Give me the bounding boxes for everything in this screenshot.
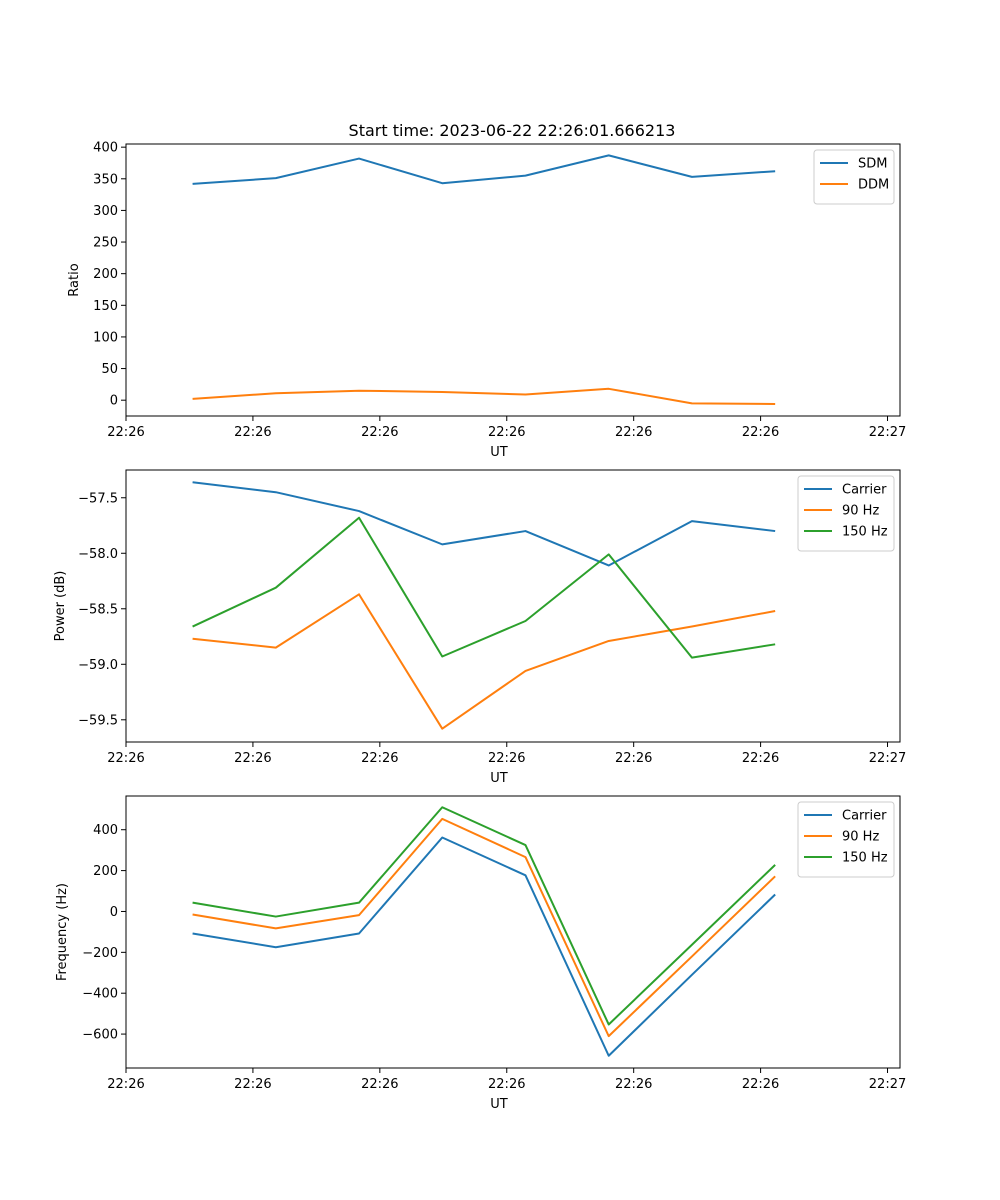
x-tick-label: 22:26 [615, 1077, 652, 1092]
x-tick-label: 22:26 [107, 751, 144, 766]
axes-frame [125, 143, 901, 417]
x-tick-label: 22:26 [488, 751, 525, 766]
legend-entry: Carrier [842, 483, 887, 498]
series-line-90-hz [192, 593, 776, 730]
legend: Carrier 90 Hz 150 Hz [797, 801, 895, 878]
y-tick-label: 350 [93, 172, 118, 187]
y-tick-label: 200 [93, 864, 118, 879]
series-line-sdm [192, 154, 776, 185]
legend-entry: 90 Hz [842, 504, 879, 519]
y-tick-label: −600 [82, 1028, 118, 1043]
legend: Carrier 90 Hz 150 Hz [797, 475, 895, 552]
legend-entry: DDM [858, 178, 889, 193]
y-axis-label: Ratio [67, 263, 82, 296]
x-tick-label: 22:26 [234, 1077, 271, 1092]
series-line-90-hz [192, 817, 776, 1038]
x-tick-label: 22:26 [107, 1077, 144, 1092]
x-tick-label: 22:26 [234, 425, 271, 440]
y-axis-label: Frequency (Hz) [55, 883, 70, 981]
x-tick-label: 22:26 [361, 425, 398, 440]
x-tick-label: 22:26 [615, 751, 652, 766]
y-tick-label: −57.5 [78, 491, 118, 506]
legend-entry: 90 Hz [842, 830, 879, 845]
x-tick-label: 22:26 [615, 425, 652, 440]
subplot-1: 22:26 22:26 22:26 22:26 22:26 22:26 22:27 0 50 10… [67, 141, 906, 460]
legend-entry: 150 Hz [842, 851, 888, 866]
y-tick-label: 250 [93, 236, 118, 251]
y-tick-label: 400 [93, 141, 118, 156]
legend-entry: 150 Hz [842, 525, 888, 540]
y-tick-label: −400 [82, 987, 118, 1002]
axes-frame [125, 795, 901, 1069]
figure-title: Start time: 2023-06-22 22:26:01.666213 [349, 121, 676, 140]
y-tick-label: −58.5 [78, 602, 118, 617]
y-tick-label: 300 [93, 204, 118, 219]
legend-box [797, 475, 895, 552]
series-line-ddm [192, 387, 776, 405]
y-tick-label: 150 [93, 299, 118, 314]
legend: SDM DDM [813, 149, 895, 205]
series-line-150-hz [192, 516, 776, 659]
subplot-2: 22:26 22:26 22:26 22:26 22:26 22:26 22:27 −57.5… [53, 469, 906, 786]
legend-entry: Carrier [842, 809, 887, 824]
series-line-150-hz [192, 806, 776, 1026]
x-axis-label: UT [490, 1097, 508, 1112]
y-tick-label: 0 [110, 394, 118, 409]
x-axis-label: UT [490, 445, 508, 460]
y-tick-label: −59.0 [78, 658, 118, 673]
x-tick-label: 22:26 [742, 751, 779, 766]
y-tick-label: 50 [101, 362, 118, 377]
x-tick-label: 22:27 [869, 751, 906, 766]
legend-entry: SDM [858, 157, 887, 172]
x-tick-label: 22:26 [742, 425, 779, 440]
y-axis-label: Power (dB) [53, 571, 68, 642]
series-line-carrier [192, 481, 776, 567]
x-tick-label: 22:26 [361, 751, 398, 766]
subplots: 22:26 22:26 22:26 22:26 22:26 22:26 22:27 0 50 10… [53, 141, 906, 1112]
y-tick-label: 0 [110, 905, 118, 920]
x-tick-label: 22:26 [234, 751, 271, 766]
y-tick-label: 400 [93, 823, 118, 838]
y-tick-label: −200 [82, 946, 118, 961]
y-tick-label: 200 [93, 267, 118, 282]
y-tick-label: 100 [93, 330, 118, 345]
x-tick-label: 22:26 [107, 425, 144, 440]
x-tick-label: 22:27 [869, 425, 906, 440]
series-line-carrier [192, 836, 776, 1057]
y-tick-label: −59.5 [78, 713, 118, 728]
x-tick-label: 22:26 [488, 1077, 525, 1092]
axes-frame [125, 469, 901, 743]
x-tick-label: 22:26 [488, 425, 525, 440]
subplot-3: 22:26 22:26 22:26 22:26 22:26 22:26 22:27 400 20… [55, 795, 906, 1112]
x-tick-label: 22:26 [742, 1077, 779, 1092]
x-axis-label: UT [490, 771, 508, 786]
y-tick-label: −58.0 [78, 547, 118, 562]
x-tick-label: 22:27 [869, 1077, 906, 1092]
x-tick-label: 22:26 [361, 1077, 398, 1092]
legend-box [797, 801, 895, 878]
